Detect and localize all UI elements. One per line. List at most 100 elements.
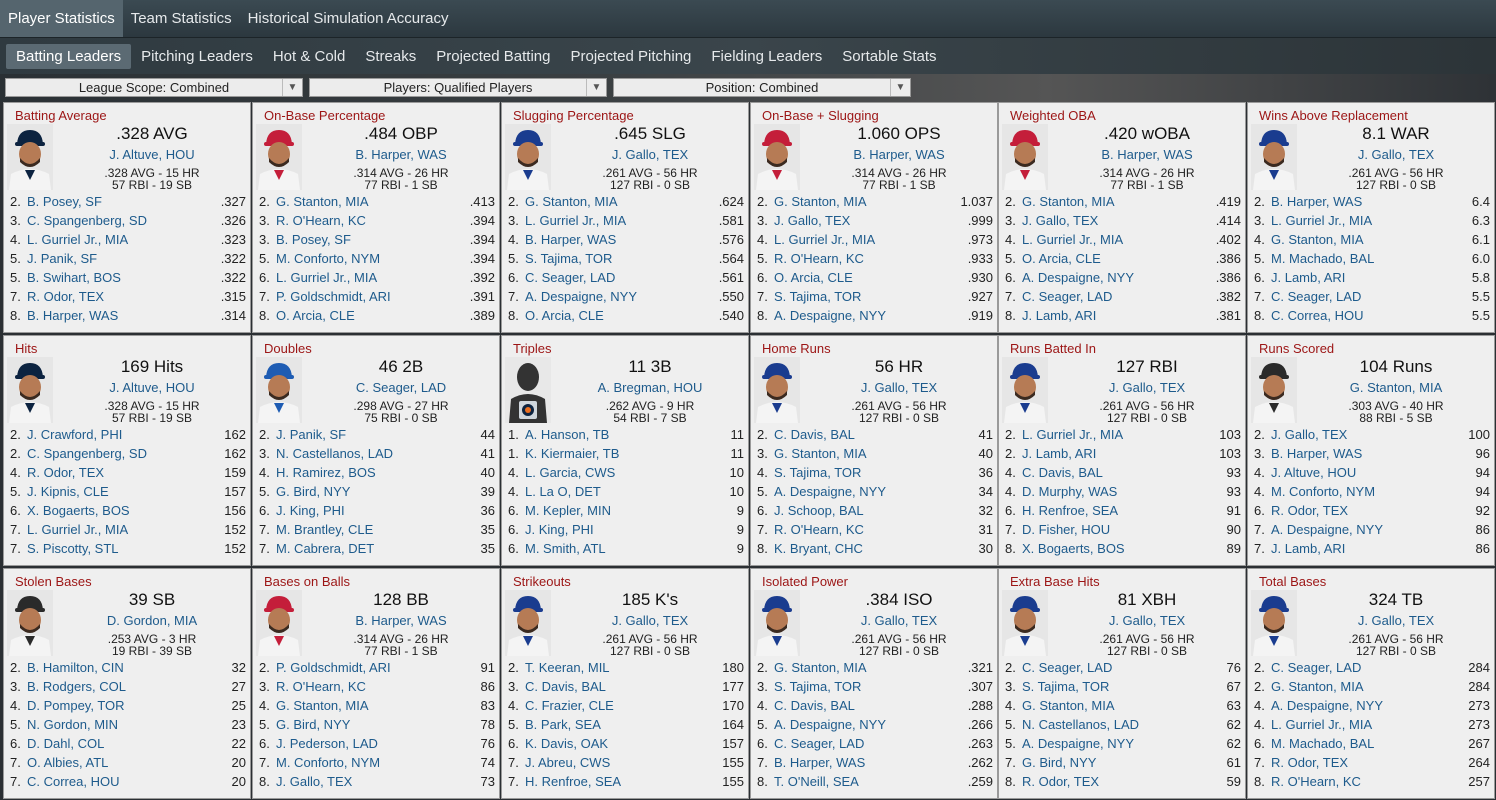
player-link[interactable]: T. Keeran, MIL: [525, 660, 610, 675]
player-link[interactable]: J. Kipnis, CLE: [27, 484, 109, 499]
player-link[interactable]: C. Seager, LAD: [525, 270, 616, 285]
player-photo[interactable]: [505, 124, 551, 190]
player-link[interactable]: J. Altuve, HOU: [1271, 465, 1357, 480]
player-link[interactable]: N. Castellanos, LAD: [1022, 717, 1140, 732]
player-link[interactable]: C. Seager, LAD: [774, 736, 865, 751]
player-link[interactable]: L. Gurriel Jr., MIA: [27, 232, 129, 247]
player-link[interactable]: B. Harper, WAS: [774, 755, 866, 770]
player-photo[interactable]: [256, 124, 302, 190]
player-link[interactable]: R. O'Hearn, KC: [276, 679, 366, 694]
player-link[interactable]: J. Lamb, ARI: [1271, 270, 1346, 285]
player-link[interactable]: C. Spangenberg, SD: [27, 213, 147, 228]
player-link[interactable]: D. Pompey, TOR: [27, 698, 125, 713]
player-photo[interactable]: [256, 590, 302, 656]
leader-name-link[interactable]: J. Gallo, TEX: [1357, 613, 1435, 628]
player-link[interactable]: R. Odor, TEX: [1271, 503, 1349, 518]
player-link[interactable]: G. Stanton, MIA: [1022, 698, 1115, 713]
player-link[interactable]: D. Fisher, HOU: [1022, 522, 1111, 537]
player-photo[interactable]: [754, 590, 800, 656]
tab-sortable-stats[interactable]: Sortable Stats: [842, 47, 937, 65]
player-link[interactable]: C. Davis, BAL: [774, 698, 855, 713]
player-link[interactable]: O. Arcia, CLE: [276, 308, 355, 323]
player-link[interactable]: H. Renfroe, SEA: [1022, 503, 1119, 518]
player-link[interactable]: G. Stanton, MIA: [774, 194, 867, 209]
player-photo[interactable]: [1002, 124, 1048, 190]
player-link[interactable]: S. Tajima, TOR: [525, 251, 613, 266]
player-link[interactable]: N. Gordon, MIN: [27, 717, 119, 732]
player-photo[interactable]: [1002, 590, 1048, 656]
player-link[interactable]: G. Stanton, MIA: [276, 698, 369, 713]
player-link[interactable]: A. Despaigne, NYY: [774, 308, 887, 323]
player-link[interactable]: M. Brantley, CLE: [276, 522, 374, 537]
leader-name-link[interactable]: J. Gallo, TEX: [1108, 380, 1186, 395]
player-link[interactable]: R. Odor, TEX: [27, 465, 105, 480]
player-link[interactable]: G. Stanton, MIA: [1271, 679, 1364, 694]
player-link[interactable]: A. Despaigne, NYY: [774, 717, 887, 732]
leader-name-link[interactable]: J. Gallo, TEX: [860, 380, 938, 395]
player-link[interactable]: J. King, PHI: [525, 522, 594, 537]
players-dropdown[interactable]: Players: Qualified Players ▼: [309, 78, 607, 97]
player-photo[interactable]: [505, 357, 551, 423]
player-link[interactable]: M. Conforto, NYM: [276, 251, 381, 266]
player-link[interactable]: L. Gurriel Jr., MIA: [1022, 427, 1124, 442]
player-link[interactable]: G. Stanton, MIA: [276, 194, 369, 209]
player-photo[interactable]: [7, 590, 53, 656]
player-link[interactable]: R. O'Hearn, KC: [276, 213, 366, 228]
leader-name-link[interactable]: J. Gallo, TEX: [1357, 147, 1435, 162]
player-photo[interactable]: [1251, 124, 1297, 190]
player-photo[interactable]: [1002, 357, 1048, 423]
player-photo[interactable]: [1251, 357, 1297, 423]
player-link[interactable]: C. Correa, HOU: [27, 774, 120, 789]
player-link[interactable]: A. Despaigne, NYY: [525, 289, 638, 304]
player-link[interactable]: R. Odor, TEX: [1022, 774, 1100, 789]
player-link[interactable]: T. O'Neill, SEA: [774, 774, 859, 789]
player-link[interactable]: C. Spangenberg, SD: [27, 446, 147, 461]
player-link[interactable]: B. Park, SEA: [525, 717, 601, 732]
league-scope-dropdown[interactable]: League Scope: Combined ▼: [5, 78, 303, 97]
player-link[interactable]: G. Stanton, MIA: [1271, 232, 1364, 247]
player-link[interactable]: B. Harper, WAS: [1271, 446, 1363, 461]
leader-name-link[interactable]: G. Stanton, MIA: [1349, 380, 1443, 395]
player-link[interactable]: K. Davis, OAK: [525, 736, 609, 751]
player-link[interactable]: L. Gurriel Jr., MIA: [1022, 232, 1124, 247]
player-link[interactable]: M. Conforto, NYM: [276, 755, 381, 770]
player-link[interactable]: K. Bryant, CHC: [774, 541, 863, 556]
leader-name-link[interactable]: C. Seager, LAD: [355, 380, 447, 395]
player-link[interactable]: J. Panik, SF: [27, 251, 98, 266]
player-link[interactable]: J. Schoop, BAL: [774, 503, 864, 518]
player-link[interactable]: M. Kepler, MIN: [525, 503, 611, 518]
tab-fielding-leaders[interactable]: Fielding Leaders: [711, 47, 823, 65]
player-link[interactable]: B. Swihart, BOS: [27, 270, 121, 285]
player-photo[interactable]: [1251, 590, 1297, 656]
tab-hot-and-cold[interactable]: Hot & Cold: [272, 47, 346, 65]
player-link[interactable]: O. Arcia, CLE: [774, 270, 853, 285]
tab-projected-pitching[interactable]: Projected Pitching: [570, 47, 692, 65]
player-link[interactable]: A. Despaigne, NYY: [1022, 736, 1135, 751]
player-link[interactable]: A. Hanson, TB: [525, 427, 610, 442]
player-link[interactable]: J. Crawford, PHI: [27, 427, 123, 442]
player-link[interactable]: G. Bird, NYY: [276, 717, 351, 732]
player-link[interactable]: C. Seager, LAD: [1022, 289, 1113, 304]
player-link[interactable]: H. Ramirez, BOS: [276, 465, 376, 480]
player-link[interactable]: L. Gurriel Jr., MIA: [1271, 213, 1373, 228]
player-link[interactable]: D. Murphy, WAS: [1022, 484, 1118, 499]
player-photo[interactable]: [754, 124, 800, 190]
player-link[interactable]: B. Harper, WAS: [1271, 194, 1363, 209]
player-link[interactable]: A. Despaigne, NYY: [774, 484, 887, 499]
tab-team-statistics[interactable]: Team Statistics: [130, 10, 232, 27]
player-link[interactable]: R. Odor, TEX: [27, 289, 105, 304]
player-link[interactable]: C. Davis, BAL: [774, 427, 855, 442]
player-link[interactable]: M. Cabrera, DET: [276, 541, 375, 556]
player-photo[interactable]: [754, 357, 800, 423]
player-link[interactable]: P. Goldschmidt, ARI: [276, 660, 391, 675]
player-link[interactable]: G. Stanton, MIA: [774, 446, 867, 461]
player-link[interactable]: L. Gurriel Jr., MIA: [525, 213, 627, 228]
player-link[interactable]: C. Davis, BAL: [1022, 465, 1103, 480]
player-link[interactable]: O. Albies, ATL: [27, 755, 109, 770]
player-link[interactable]: L. Gurriel Jr., MIA: [276, 270, 378, 285]
player-link[interactable]: D. Dahl, COL: [27, 736, 105, 751]
player-photo[interactable]: [7, 357, 53, 423]
leader-name-link[interactable]: B. Harper, WAS: [355, 147, 447, 162]
player-link[interactable]: A. Despaigne, NYY: [1022, 270, 1135, 285]
player-link[interactable]: A. Despaigne, NYY: [1271, 698, 1384, 713]
